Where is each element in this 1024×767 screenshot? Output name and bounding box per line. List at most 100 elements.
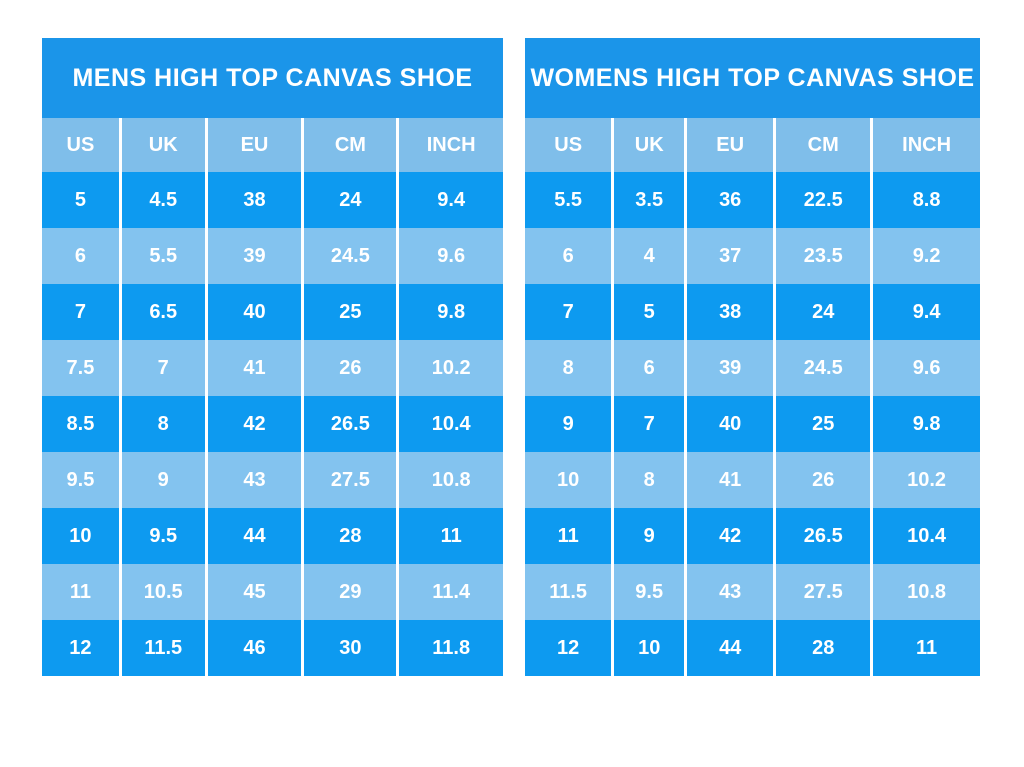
table-cell: 24 — [301, 172, 398, 228]
table-row: 6 4 37 23.5 9.2 — [525, 228, 980, 284]
table-cell: 9.5 — [118, 508, 207, 564]
table-cell: 10.5 — [118, 564, 207, 620]
table-cell: 26.5 — [301, 396, 398, 452]
table-cell: 5.5 — [118, 228, 207, 284]
table-cell: 38 — [684, 284, 775, 340]
table-cell: 5.5 — [525, 172, 613, 228]
womens-table-title: WOMENS HIGH TOP CANVAS SHOE — [530, 63, 975, 92]
column-header-uk: UK — [611, 118, 686, 172]
table-cell: 39 — [204, 228, 303, 284]
table-cell: 6 — [611, 340, 686, 396]
table-row: 8.5 8 42 26.5 10.4 — [42, 396, 503, 452]
column-header-row: US UK EU CM INCH — [42, 118, 503, 172]
table-cell: 25 — [301, 284, 398, 340]
table-cell: 11 — [870, 620, 980, 676]
table-cell: 37 — [684, 228, 775, 284]
table-cell: 7 — [611, 396, 686, 452]
column-header-eu: EU — [204, 118, 303, 172]
column-header-us: US — [525, 118, 613, 172]
table-row: 9 7 40 25 9.8 — [525, 396, 980, 452]
womens-table-header: US UK EU CM INCH — [525, 118, 980, 172]
column-header-cm: CM — [773, 118, 872, 172]
table-cell: 43 — [684, 564, 775, 620]
table-cell: 10 — [42, 508, 121, 564]
table-cell: 29 — [301, 564, 398, 620]
table-cell: 10.8 — [396, 452, 503, 508]
table-row: 12 11.5 46 30 11.8 — [42, 620, 503, 676]
table-cell: 9.5 — [42, 452, 121, 508]
table-cell: 12 — [42, 620, 121, 676]
table-cell: 24.5 — [301, 228, 398, 284]
table-cell: 11.5 — [525, 564, 613, 620]
table-cell: 25 — [773, 396, 872, 452]
table-row: 8 6 39 24.5 9.6 — [525, 340, 980, 396]
table-row: 5.5 3.5 36 22.5 8.8 — [525, 172, 980, 228]
table-row: 10 8 41 26 10.2 — [525, 452, 980, 508]
table-row: 7 5 38 24 9.4 — [525, 284, 980, 340]
table-row: 11 9 42 26.5 10.4 — [525, 508, 980, 564]
column-header-eu: EU — [684, 118, 775, 172]
table-cell: 11 — [42, 564, 121, 620]
table-row: 6 5.5 39 24.5 9.6 — [42, 228, 503, 284]
table-cell: 10.8 — [870, 564, 980, 620]
table-cell: 27.5 — [301, 452, 398, 508]
table-cell: 8.5 — [42, 396, 121, 452]
womens-table-body: 5.5 3.5 36 22.5 8.8 6 4 37 23.5 9.2 7 5 38 24 9.4 8 6 39 2… — [525, 172, 980, 676]
table-cell: 9.4 — [396, 172, 503, 228]
table-cell: 11.5 — [118, 620, 207, 676]
table-cell: 28 — [773, 620, 872, 676]
table-cell: 9.2 — [870, 228, 980, 284]
table-cell: 8 — [525, 340, 613, 396]
table-cell: 23.5 — [773, 228, 872, 284]
table-cell: 22.5 — [773, 172, 872, 228]
column-header-row: US UK EU CM INCH — [525, 118, 980, 172]
table-cell: 43 — [204, 452, 303, 508]
table-row: 5 4.5 38 24 9.4 — [42, 172, 503, 228]
table-cell: 8 — [611, 452, 686, 508]
table-cell: 6 — [525, 228, 613, 284]
table-cell: 11 — [525, 508, 613, 564]
table-row: 11.5 9.5 43 27.5 10.8 — [525, 564, 980, 620]
table-cell: 12 — [525, 620, 613, 676]
table-cell: 11.4 — [396, 564, 503, 620]
table-cell: 42 — [204, 396, 303, 452]
column-header-uk: UK — [118, 118, 207, 172]
mens-table-title-bar: MENS HIGH TOP CANVAS SHOE — [42, 38, 503, 118]
table-cell: 9 — [118, 452, 207, 508]
table-cell: 10 — [611, 620, 686, 676]
table-cell: 44 — [684, 620, 775, 676]
mens-table-title: MENS HIGH TOP CANVAS SHOE — [72, 63, 473, 92]
table-cell: 24.5 — [773, 340, 872, 396]
table-cell: 7.5 — [42, 340, 121, 396]
table-cell: 10 — [525, 452, 613, 508]
table-cell: 36 — [684, 172, 775, 228]
table-cell: 24 — [773, 284, 872, 340]
table-cell: 11.8 — [396, 620, 503, 676]
table-cell: 39 — [684, 340, 775, 396]
table-cell: 41 — [684, 452, 775, 508]
table-cell: 46 — [204, 620, 303, 676]
column-header-us: US — [42, 118, 121, 172]
table-row: 10 9.5 44 28 11 — [42, 508, 503, 564]
womens-table: US UK EU CM INCH 5.5 3.5 36 22.5 8.8 6 4 37 23.5 9.2 7… — [525, 118, 980, 676]
table-cell: 9.6 — [870, 340, 980, 396]
table-cell: 7 — [525, 284, 613, 340]
column-header-cm: CM — [301, 118, 398, 172]
table-cell: 8 — [118, 396, 207, 452]
table-cell: 44 — [204, 508, 303, 564]
table-cell: 28 — [301, 508, 398, 564]
table-cell: 10.4 — [870, 508, 980, 564]
mens-table-header: US UK EU CM INCH — [42, 118, 503, 172]
table-cell: 9.4 — [870, 284, 980, 340]
table-cell: 8.8 — [870, 172, 980, 228]
table-cell: 41 — [204, 340, 303, 396]
womens-table-title-bar: WOMENS HIGH TOP CANVAS SHOE — [525, 38, 980, 118]
mens-table-body: 5 4.5 38 24 9.4 6 5.5 39 24.5 9.6 7 6.5 40 25 9.8 7.5 7 4… — [42, 172, 503, 676]
table-cell: 5 — [611, 284, 686, 340]
table-cell: 40 — [204, 284, 303, 340]
table-cell: 26 — [301, 340, 398, 396]
table-cell: 30 — [301, 620, 398, 676]
table-cell: 45 — [204, 564, 303, 620]
table-row: 12 10 44 28 11 — [525, 620, 980, 676]
